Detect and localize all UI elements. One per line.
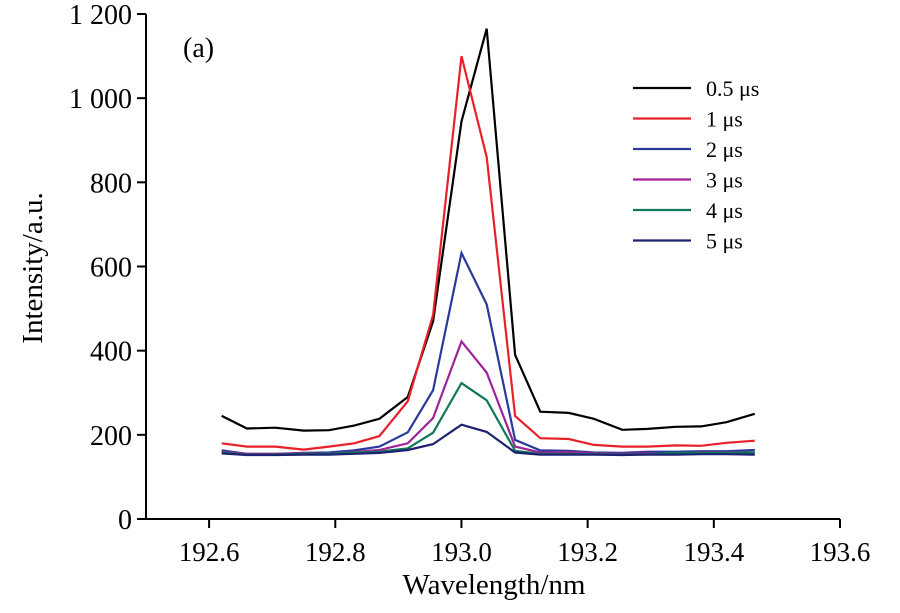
x-axis-ticks: 192.6 192.8 193.0 193.2 193.4 193.6 — [179, 519, 871, 567]
series-line — [221, 423, 755, 457]
x-tick-label: 193.2 — [557, 537, 618, 567]
legend-label: 1 μs — [706, 107, 743, 132]
legend-label: 3 μs — [706, 168, 743, 193]
y-axis-ticks: 0 200 400 600 800 1 000 1 200 — [69, 0, 146, 536]
x-tick-label: 193.0 — [431, 537, 492, 567]
legend-label: 4 μs — [706, 198, 743, 223]
series-line — [221, 28, 756, 432]
legend-label: 2 μs — [706, 137, 743, 162]
legend-label: 0.5 μs — [706, 76, 759, 101]
y-tick-label: 800 — [90, 168, 132, 199]
y-axis-title: Intensity/a.u. — [17, 192, 49, 343]
x-axis-title: Wavelength/nm — [403, 569, 586, 601]
x-tick-label: 193.4 — [683, 537, 744, 567]
y-tick-label: 200 — [90, 421, 132, 452]
series-line — [221, 339, 755, 455]
series-line — [221, 249, 755, 455]
y-tick-label: 1 000 — [69, 84, 132, 115]
x-tick-label: 193.6 — [810, 537, 871, 567]
y-tick-label: 1 200 — [69, 0, 132, 31]
y-tick-label: 600 — [90, 253, 132, 284]
x-tick-label: 192.8 — [305, 537, 366, 567]
x-tick-label: 192.6 — [179, 537, 240, 567]
series-lines — [221, 28, 756, 457]
panel-label: (a) — [183, 33, 214, 64]
y-tick-label: 0 — [118, 505, 132, 536]
legend-label: 5 μs — [706, 229, 743, 254]
y-tick-label: 400 — [90, 337, 132, 368]
legend: 0.5 μs 1 μs 2 μs 3 μs 4 μs 5 μs — [633, 76, 759, 254]
series-line — [221, 381, 755, 456]
series-line — [221, 55, 755, 451]
